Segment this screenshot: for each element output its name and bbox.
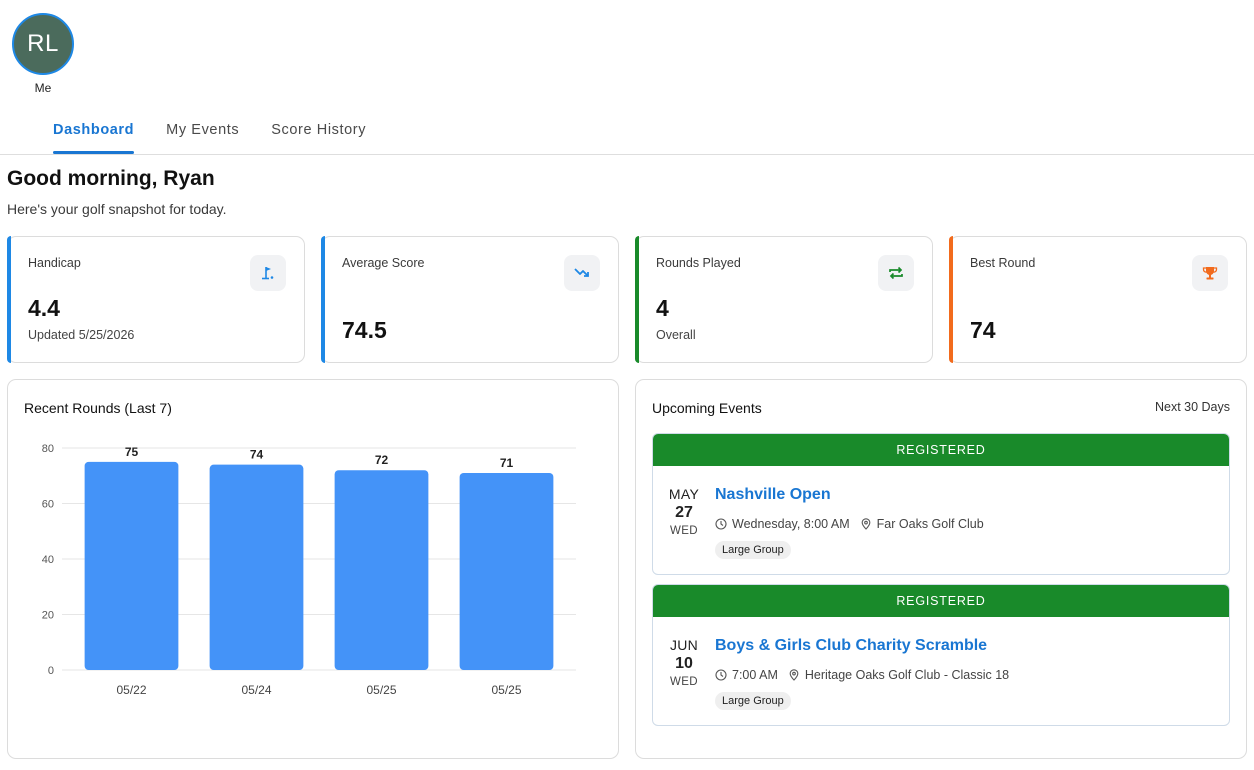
event-tag: Large Group bbox=[715, 692, 791, 710]
event-card[interactable]: REGISTERED MAY 27 WED Nashville Open Wed… bbox=[652, 433, 1230, 575]
upcoming-events-panel: Upcoming Events Next 30 Days REGISTERED … bbox=[635, 379, 1247, 759]
clock-icon bbox=[715, 518, 727, 530]
registration-status-banner: REGISTERED bbox=[653, 434, 1229, 466]
recent-rounds-panel: Recent Rounds (Last 7) 0 20 40 60 80 75 05/22 7… bbox=[7, 379, 619, 759]
event-day: 10 bbox=[675, 655, 693, 672]
event-card[interactable]: REGISTERED JUN 10 WED Boys & Girls Club … bbox=[652, 584, 1230, 726]
stat-subtext: Updated 5/25/2026 bbox=[28, 328, 135, 342]
stat-card-average-score: Average Score 74.5 bbox=[321, 236, 619, 363]
stat-title: Best Round bbox=[970, 256, 1036, 270]
app-header: RL Me Dashboard My Events Score History bbox=[0, 0, 1254, 155]
chart-bar bbox=[209, 464, 304, 670]
event-weekday: WED bbox=[669, 525, 699, 537]
tab-my-events[interactable]: My Events bbox=[166, 122, 240, 138]
y-tick-label: 20 bbox=[42, 610, 54, 622]
bar-value-label: 71 bbox=[500, 456, 514, 470]
user-profile[interactable]: RL Me bbox=[12, 13, 74, 95]
stat-title: Rounds Played bbox=[656, 256, 741, 270]
bar-value-label: 72 bbox=[375, 453, 389, 467]
x-tick-label: 05/25 bbox=[491, 683, 521, 697]
bar-value-label: 75 bbox=[125, 445, 139, 459]
event-time: Wednesday, 8:00 AM bbox=[732, 517, 850, 531]
event-name-link[interactable]: Nashville Open bbox=[715, 486, 831, 503]
event-location: Far Oaks Golf Club bbox=[876, 517, 984, 531]
tab-score-history[interactable]: Score History bbox=[271, 122, 367, 138]
stat-card-best-round: Best Round 74 bbox=[949, 236, 1247, 363]
stat-value: 74.5 bbox=[342, 317, 387, 343]
y-tick-label: 0 bbox=[48, 665, 54, 677]
main-tabs: Dashboard My Events Score History bbox=[53, 112, 398, 155]
event-tag: Large Group bbox=[715, 541, 791, 559]
card-accent bbox=[321, 236, 325, 363]
repeat-icon bbox=[878, 255, 914, 291]
stat-title: Handicap bbox=[28, 256, 81, 270]
tab-dashboard[interactable]: Dashboard bbox=[53, 112, 135, 155]
y-tick-label: 60 bbox=[42, 499, 54, 511]
y-tick-label: 80 bbox=[42, 443, 54, 455]
stat-value: 74 bbox=[970, 317, 996, 343]
avatar-label: Me bbox=[34, 81, 52, 95]
stat-card-rounds-played: Rounds Played 4 Overall bbox=[635, 236, 933, 363]
page-title: Good morning, Ryan bbox=[7, 167, 215, 190]
card-accent bbox=[949, 236, 953, 363]
card-accent bbox=[635, 236, 639, 363]
stat-value: 4.4 bbox=[28, 295, 60, 321]
x-tick-label: 05/25 bbox=[366, 683, 396, 697]
recent-rounds-title: Recent Rounds (Last 7) bbox=[24, 400, 172, 416]
recent-rounds-chart: 0 20 40 60 80 75 05/22 74 05/24 72 05/25 71 05/25 bbox=[42, 443, 576, 697]
event-day: 27 bbox=[675, 504, 693, 521]
stat-card-handicap: Handicap 4.4 Updated 5/25/2026 bbox=[7, 236, 305, 363]
chart-bar bbox=[84, 461, 179, 670]
location-pin-icon bbox=[789, 669, 799, 681]
avatar[interactable]: RL bbox=[12, 13, 74, 75]
location-pin-icon bbox=[861, 518, 871, 530]
page-subtitle: Here's your golf snapshot for today. bbox=[7, 201, 227, 217]
trophy-icon bbox=[1192, 255, 1228, 291]
event-location: Heritage Oaks Golf Club - Classic 18 bbox=[804, 668, 1010, 682]
card-accent bbox=[7, 236, 11, 363]
event-meta: 7:00 AM Heritage Oaks Golf Club - Classi… bbox=[715, 668, 1009, 682]
event-meta: Wednesday, 8:00 AM Far Oaks Golf Club bbox=[715, 517, 984, 531]
bar-value-label: 74 bbox=[250, 448, 264, 462]
chart-bar bbox=[459, 472, 554, 670]
stat-subtext: Overall bbox=[656, 328, 696, 342]
stat-value: 4 bbox=[656, 295, 669, 321]
event-month: JUN bbox=[669, 637, 699, 653]
golf-flag-icon bbox=[250, 255, 286, 291]
x-tick-label: 05/22 bbox=[116, 683, 146, 697]
chart-bar bbox=[334, 470, 429, 670]
registration-status-banner: REGISTERED bbox=[653, 585, 1229, 617]
x-tick-label: 05/24 bbox=[241, 683, 271, 697]
event-month: MAY bbox=[668, 486, 700, 502]
y-tick-label: 40 bbox=[42, 554, 54, 566]
trending-down-icon bbox=[564, 255, 600, 291]
event-time: 7:00 AM bbox=[732, 668, 778, 682]
stat-title: Average Score bbox=[342, 256, 425, 270]
upcoming-events-title: Upcoming Events bbox=[652, 400, 762, 416]
clock-icon bbox=[715, 669, 727, 681]
event-date: MAY 27 WED bbox=[653, 466, 715, 537]
event-date: JUN 10 WED bbox=[653, 617, 715, 688]
event-weekday: WED bbox=[669, 676, 699, 688]
event-name-link[interactable]: Boys & Girls Club Charity Scramble bbox=[715, 637, 988, 654]
events-range-label: Next 30 Days bbox=[1154, 400, 1230, 414]
